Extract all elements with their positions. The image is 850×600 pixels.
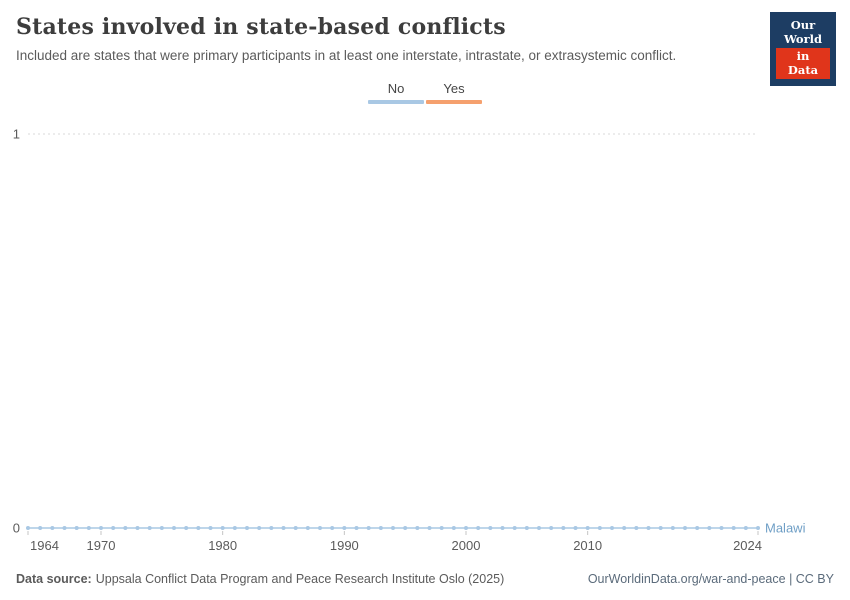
legend-swatch-yes	[426, 99, 482, 104]
x-tick-label: 2000	[452, 538, 481, 553]
owid-logo[interactable]: Our World in Data	[770, 12, 836, 86]
series-marker[interactable]	[184, 525, 189, 530]
data-source: Data source: Uppsala Conflict Data Progra…	[16, 572, 504, 586]
series-marker[interactable]	[330, 525, 335, 530]
owid-logo-line2: in Data	[776, 47, 830, 79]
series-marker[interactable]	[38, 525, 43, 530]
legend: No Yes	[0, 81, 850, 104]
x-tick-label: 2024	[733, 538, 762, 553]
series-marker[interactable]	[719, 525, 724, 530]
series-marker[interactable]	[476, 525, 481, 530]
series-marker[interactable]	[573, 525, 578, 530]
chart-subtitle: Included are states that were primary pa…	[16, 48, 677, 63]
series-marker[interactable]	[366, 525, 371, 530]
series-marker[interactable]	[646, 525, 651, 530]
series-marker[interactable]	[208, 525, 213, 530]
y-tick-label: 1	[13, 126, 20, 141]
series-marker[interactable]	[561, 525, 566, 530]
series-marker[interactable]	[257, 525, 262, 530]
legend-item-no[interactable]: No	[368, 81, 424, 104]
x-tick-label: 1980	[208, 538, 237, 553]
legend-label-yes: Yes	[443, 80, 465, 96]
series-marker[interactable]	[707, 525, 712, 530]
series-marker[interactable]	[451, 525, 456, 530]
series-marker[interactable]	[86, 525, 91, 530]
series-marker[interactable]	[683, 525, 687, 530]
x-tick-label: 1990	[330, 538, 359, 553]
owid-logo-line1: Our World	[783, 18, 823, 47]
series-marker[interactable]	[318, 525, 322, 530]
series-marker[interactable]	[634, 525, 639, 530]
series-marker[interactable]	[670, 525, 675, 530]
y-tick-label: 0	[13, 520, 20, 535]
series-label[interactable]: Malawi	[765, 520, 806, 535]
series-marker[interactable]	[415, 525, 420, 530]
series-marker[interactable]	[232, 525, 237, 530]
legend-item-yes[interactable]: Yes	[426, 81, 482, 104]
series-marker[interactable]	[464, 525, 468, 530]
series-marker[interactable]	[245, 525, 249, 530]
series-marker[interactable]	[305, 525, 310, 530]
series-marker[interactable]	[172, 525, 176, 530]
series-marker[interactable]	[756, 525, 760, 530]
series-marker[interactable]	[731, 525, 736, 530]
series-marker[interactable]	[658, 525, 663, 530]
series-marker[interactable]	[26, 525, 30, 530]
series-marker[interactable]	[488, 525, 493, 530]
series-marker[interactable]	[50, 525, 55, 530]
legend-label-no: No	[387, 80, 405, 96]
series-marker[interactable]	[597, 525, 602, 530]
series-marker[interactable]	[111, 525, 116, 530]
series-marker[interactable]	[354, 525, 359, 530]
series-marker[interactable]	[293, 525, 298, 530]
series-marker[interactable]	[391, 525, 395, 530]
page-title: States involved in state-based conflicts	[16, 14, 506, 40]
series-marker[interactable]	[123, 525, 128, 530]
x-tick-label: 1970	[87, 538, 116, 553]
chart-footer: Data source: Uppsala Conflict Data Progra…	[0, 566, 850, 600]
series-marker[interactable]	[159, 525, 164, 530]
x-tick-label: 2010	[573, 538, 602, 553]
series-marker[interactable]	[512, 525, 517, 530]
series-marker[interactable]	[549, 525, 554, 530]
series-marker[interactable]	[622, 525, 627, 530]
series-marker[interactable]	[62, 525, 67, 530]
series-marker[interactable]	[74, 525, 79, 530]
series-marker[interactable]	[585, 525, 590, 530]
series-marker[interactable]	[220, 525, 225, 530]
legend-swatch-no	[368, 99, 424, 104]
series-marker[interactable]	[147, 525, 152, 530]
series-marker[interactable]	[439, 525, 444, 530]
series-marker[interactable]	[610, 525, 614, 530]
chart-header: States involved in state-based conflicts…	[0, 0, 850, 86]
series-marker[interactable]	[403, 525, 408, 530]
series-marker[interactable]	[269, 525, 274, 530]
series-marker[interactable]	[500, 525, 505, 530]
series-marker[interactable]	[695, 525, 700, 530]
series-marker[interactable]	[135, 525, 140, 530]
owid-link[interactable]: OurWorldinData.org/war-and-peace | CC BY	[587, 572, 834, 586]
series-marker[interactable]	[196, 525, 201, 530]
series-marker[interactable]	[537, 525, 541, 530]
series-marker[interactable]	[99, 525, 103, 530]
series-marker[interactable]	[342, 525, 347, 530]
series-marker[interactable]	[378, 525, 383, 530]
series-marker[interactable]	[427, 525, 432, 530]
series-marker[interactable]	[524, 525, 529, 530]
data-source-label: Data source:	[16, 572, 92, 586]
series-marker[interactable]	[281, 525, 286, 530]
series-marker[interactable]	[743, 525, 748, 530]
x-tick-label: 1964	[30, 538, 59, 553]
data-source-text: Uppsala Conflict Data Program and Peace …	[95, 572, 505, 586]
